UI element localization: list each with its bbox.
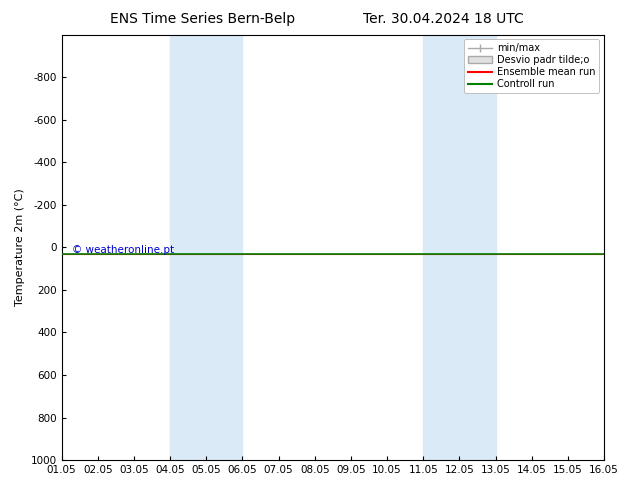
Bar [424, 35, 496, 460]
Text: ENS Time Series Bern-Belp: ENS Time Series Bern-Belp [110, 12, 295, 26]
Y-axis label: Temperature 2m (°C): Temperature 2m (°C) [15, 189, 25, 306]
Text: Ter. 30.04.2024 18 UTC: Ter. 30.04.2024 18 UTC [363, 12, 524, 26]
Bar [170, 35, 242, 460]
Legend: min/max, Desvio padr tilde;o, Ensemble mean run, Controll run: min/max, Desvio padr tilde;o, Ensemble m… [464, 40, 599, 93]
Text: © weatheronline.pt: © weatheronline.pt [72, 245, 174, 255]
